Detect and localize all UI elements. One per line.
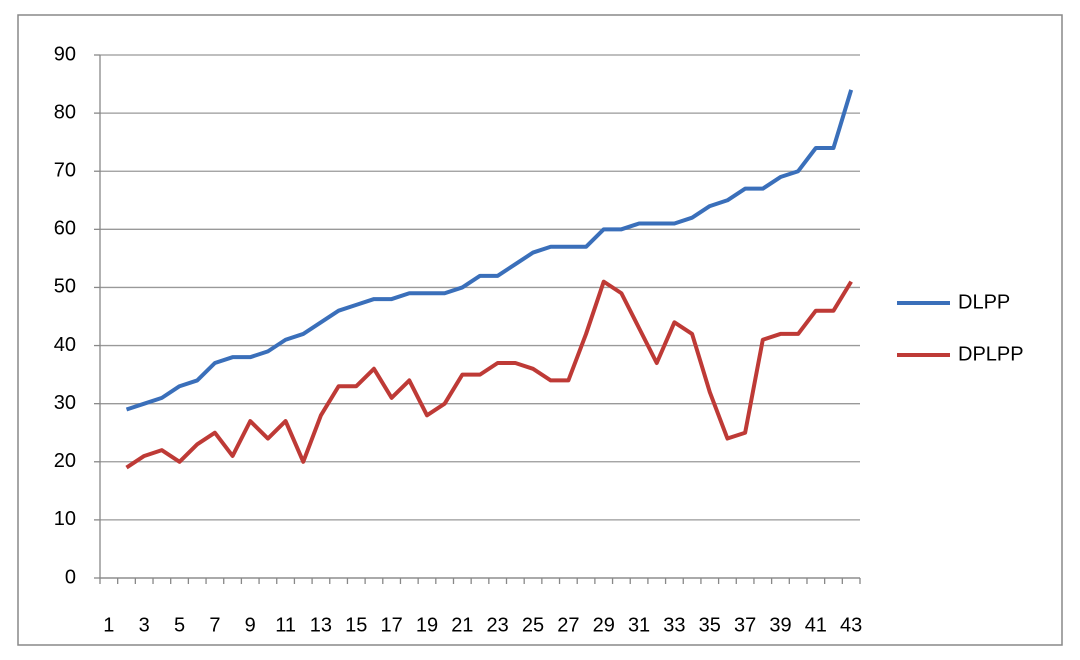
legend-label: DLPP bbox=[958, 291, 1010, 313]
x-tick-label: 13 bbox=[310, 614, 332, 636]
x-tick-label: 29 bbox=[593, 614, 615, 636]
y-tick-label: 10 bbox=[54, 508, 76, 530]
x-tick-label: 9 bbox=[245, 614, 256, 636]
x-tick-label: 21 bbox=[451, 614, 473, 636]
x-tick-label: 35 bbox=[699, 614, 721, 636]
x-tick-label: 11 bbox=[275, 614, 296, 636]
x-tick-label: 15 bbox=[345, 614, 367, 636]
chart-frame bbox=[17, 14, 1063, 646]
x-tick-label: 39 bbox=[769, 614, 791, 636]
x-tick-label: 5 bbox=[174, 614, 185, 636]
x-tick-label: 41 bbox=[805, 614, 827, 636]
x-tick-label: 3 bbox=[139, 614, 150, 636]
y-tick-label: 20 bbox=[54, 450, 76, 472]
y-tick-label: 70 bbox=[54, 160, 76, 182]
x-tick-label: 43 bbox=[840, 614, 862, 636]
x-tick-label: 1 bbox=[103, 614, 114, 636]
data-line bbox=[125, 279, 853, 470]
y-tick-label: 40 bbox=[54, 334, 76, 356]
y-tick-label: 0 bbox=[65, 566, 76, 588]
data-line bbox=[125, 89, 854, 412]
x-tick-label: 19 bbox=[416, 614, 438, 636]
y-tick-label: 30 bbox=[54, 392, 76, 414]
x-tick-label: 7 bbox=[209, 614, 220, 636]
legend-label: DPLPP bbox=[958, 343, 1024, 365]
x-tick-label: 33 bbox=[663, 614, 685, 636]
y-tick-label: 90 bbox=[54, 43, 76, 65]
x-tick-label: 27 bbox=[557, 614, 579, 636]
x-tick-label: 37 bbox=[734, 614, 756, 636]
x-tick-label: 25 bbox=[522, 614, 544, 636]
y-tick-label: 60 bbox=[54, 218, 76, 240]
y-tick-label: 80 bbox=[54, 101, 76, 123]
x-tick-label: 23 bbox=[487, 614, 509, 636]
x-tick-label: 17 bbox=[381, 614, 403, 636]
x-tick-label: 31 bbox=[628, 614, 650, 636]
y-tick-label: 50 bbox=[54, 276, 76, 298]
